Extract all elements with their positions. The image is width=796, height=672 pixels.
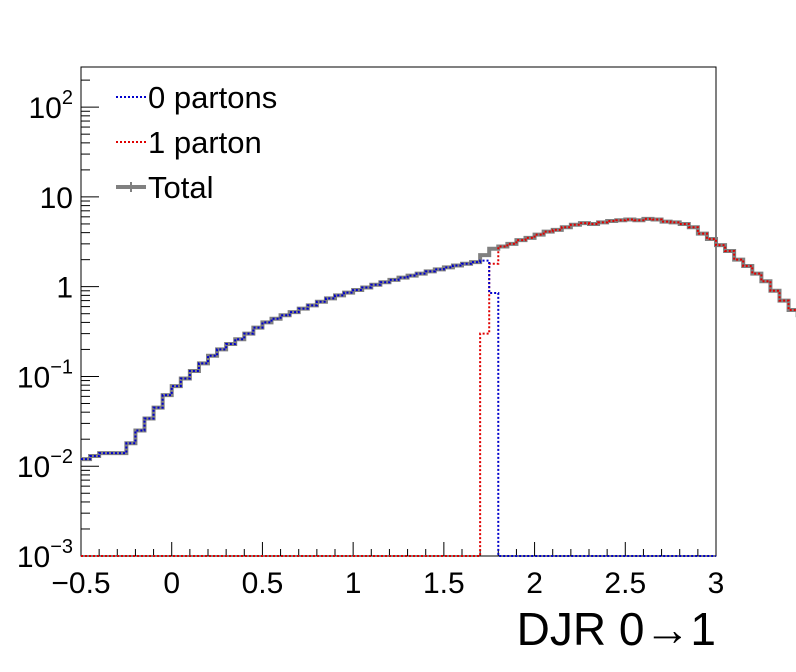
legend-label: 1 parton <box>148 125 262 160</box>
x-tick-label: −0.5 <box>51 567 110 600</box>
legend-item: Total <box>116 170 213 205</box>
y-tick-label: 10 <box>40 182 73 215</box>
legend: 0 partons 1 parton Total <box>116 80 277 205</box>
x-tick-label: 1.5 <box>423 567 465 600</box>
legend-label: 0 partons <box>148 80 277 115</box>
plot-frame <box>80 66 717 557</box>
x-tick-label: 1 <box>345 567 362 600</box>
y-tick-label: 10 −3 <box>17 536 73 574</box>
y-tick-label: 10 −1 <box>17 356 73 394</box>
y-tick-label: 1 <box>56 272 73 305</box>
axis-ticks <box>80 79 717 557</box>
series-layer <box>81 216 796 557</box>
y-tick-label: 10 2 <box>29 87 74 125</box>
y-tick-base: 10 <box>29 92 62 125</box>
x-tick-label: 3 <box>708 567 725 600</box>
x-tick-label: 2 <box>526 567 543 600</box>
y-tick-base: 10 <box>17 451 50 484</box>
y-tick-base: 1 <box>56 272 73 305</box>
y-tick-label: 10 −2 <box>17 446 73 484</box>
y-tick-base: 10 <box>17 361 50 394</box>
y-tick-base: 10 <box>17 541 50 574</box>
legend-item: 0 partons <box>116 80 277 115</box>
series-line-0-partons <box>81 259 716 557</box>
y-tick-exponent: −1 <box>50 356 73 378</box>
legend-item: 1 parton <box>116 125 262 160</box>
series-line-1-parton <box>81 217 796 557</box>
x-tick-labels: −0.5 0 0.5 1 1.5 2 2.5 3 <box>51 567 724 600</box>
y-tick-exponent: −2 <box>50 446 73 468</box>
x-tick-label: 0 <box>163 567 180 600</box>
x-tick-label: 2.5 <box>604 567 646 600</box>
y-tick-exponent: −3 <box>50 536 73 558</box>
y-tick-base: 10 <box>40 182 73 215</box>
x-tick-label: 0.5 <box>242 567 284 600</box>
legend-label: Total <box>148 170 213 205</box>
x-axis-title: DJR 0→1 <box>517 603 716 655</box>
y-tick-exponent: 2 <box>62 87 73 109</box>
